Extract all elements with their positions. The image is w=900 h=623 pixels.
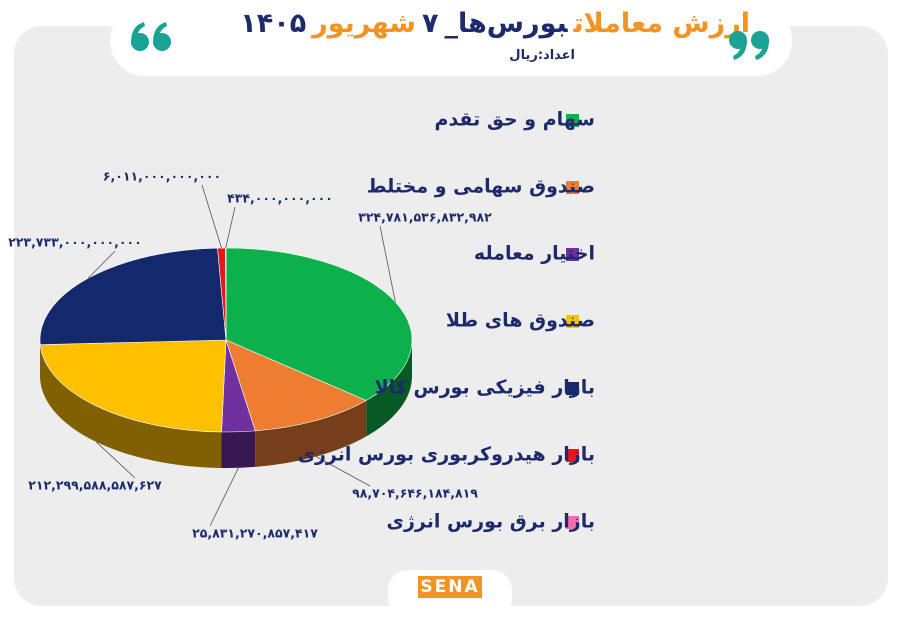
title-part: شهریور: [312, 8, 416, 39]
legend-label: بازار فیزیکی بورس کالا: [375, 377, 595, 399]
slice-side: [221, 430, 256, 468]
legend-label: سهام و حق تقدم: [435, 109, 595, 131]
title-pill: [110, 6, 792, 76]
legend-swatch: [566, 315, 579, 328]
data-label: ۲۵,۸۳۱,۲۷۰,۸۵۷,۴۱۷: [192, 526, 318, 541]
leader-line: [88, 250, 116, 279]
data-label: ۹۸,۷۰۴,۶۴۶,۱۸۴,۸۱۹: [352, 486, 478, 501]
legend-swatch: [566, 181, 579, 194]
data-label: ۲۱۲,۲۹۹,۵۸۸,۵۸۷,۶۲۷: [28, 478, 162, 493]
legend-swatch: [566, 248, 579, 261]
title-part: ۷: [421, 8, 439, 39]
logo: SENA: [418, 576, 482, 598]
chart-title: ارزش معاملاتبورس‌ها_۷شهریور۱۴۰۵: [234, 8, 750, 39]
leader-line: [209, 467, 239, 527]
slice-side: [366, 340, 412, 437]
slice-side: [40, 344, 222, 468]
slice: [39, 339, 227, 433]
subtitle: اعداد:ریال: [509, 48, 575, 63]
data-label: ۴۳۴,۰۰۰,۰۰۰,۰۰۰: [227, 191, 333, 206]
slice: [225, 339, 367, 432]
leader-line: [95, 441, 136, 479]
legend-label: صندوق های طلا: [446, 310, 595, 332]
leader-line: [379, 225, 396, 303]
legend-label: صندوق سهامی و مختلط: [367, 176, 595, 198]
legend-swatch: [566, 382, 579, 395]
title-part: ارزش معاملات: [573, 8, 750, 39]
legend-label: بازار هیدروکربوری بورس انرژی: [298, 444, 595, 466]
data-label: ۶,۰۱۱,۰۰۰,۰۰۰,۰۰۰: [103, 169, 221, 184]
legend-label: بازار برق بورس انرژی: [387, 511, 595, 533]
legend-swatch: [566, 449, 579, 462]
leader-line: [225, 206, 236, 249]
data-label: ۳۲۴,۷۸۱,۵۳۶,۸۳۲,۹۸۲: [358, 210, 492, 225]
legend-label: اختیار معامله: [474, 243, 595, 265]
leader-line: [201, 184, 222, 249]
slice: [39, 247, 227, 345]
title-part: بورس‌ها_: [444, 8, 568, 39]
data-label: ۲۲۳,۷۳۳,۰۰۰,۰۰۰,۰۰۰: [8, 235, 141, 250]
leader-line: [315, 456, 371, 487]
quote-marks: [131, 22, 769, 60]
title-part: ۱۴۰۵: [240, 8, 307, 39]
slice-side: [255, 400, 367, 467]
legend-swatch: [566, 516, 579, 529]
legend-swatch: [566, 114, 579, 127]
